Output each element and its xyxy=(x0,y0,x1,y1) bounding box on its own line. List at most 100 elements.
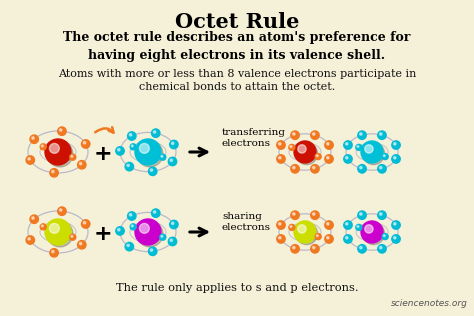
Circle shape xyxy=(161,235,163,237)
Circle shape xyxy=(358,211,366,219)
Circle shape xyxy=(125,242,134,251)
Circle shape xyxy=(116,147,124,155)
Circle shape xyxy=(154,211,156,213)
Circle shape xyxy=(32,137,34,139)
Circle shape xyxy=(378,245,386,253)
Circle shape xyxy=(125,162,134,171)
Circle shape xyxy=(291,211,299,219)
Circle shape xyxy=(58,207,66,216)
Circle shape xyxy=(170,140,178,149)
Text: Octet Rule: Octet Rule xyxy=(175,12,299,32)
Circle shape xyxy=(127,164,129,167)
Circle shape xyxy=(344,155,352,163)
Circle shape xyxy=(150,169,153,171)
Circle shape xyxy=(40,144,46,150)
Circle shape xyxy=(26,236,35,244)
Circle shape xyxy=(356,224,362,230)
Circle shape xyxy=(382,154,388,160)
Circle shape xyxy=(150,249,153,251)
Circle shape xyxy=(279,223,281,225)
Circle shape xyxy=(312,133,315,135)
Circle shape xyxy=(292,213,295,215)
Circle shape xyxy=(356,144,362,150)
Circle shape xyxy=(315,154,321,160)
Circle shape xyxy=(45,219,71,245)
Circle shape xyxy=(316,235,318,237)
Circle shape xyxy=(118,228,120,231)
Circle shape xyxy=(135,139,161,165)
Circle shape xyxy=(70,234,76,240)
Circle shape xyxy=(60,209,62,211)
Circle shape xyxy=(118,149,120,151)
Circle shape xyxy=(378,211,386,219)
Circle shape xyxy=(148,247,157,256)
Circle shape xyxy=(170,239,173,241)
Circle shape xyxy=(154,131,156,133)
Circle shape xyxy=(383,235,385,237)
Circle shape xyxy=(170,220,178,229)
Circle shape xyxy=(148,167,157,175)
Circle shape xyxy=(289,144,295,150)
Circle shape xyxy=(346,156,348,159)
Circle shape xyxy=(312,213,315,215)
Circle shape xyxy=(78,161,86,169)
Circle shape xyxy=(325,141,333,149)
Circle shape xyxy=(346,237,348,239)
Circle shape xyxy=(298,225,306,233)
Circle shape xyxy=(346,143,348,145)
Circle shape xyxy=(82,140,90,148)
Circle shape xyxy=(294,141,316,163)
Circle shape xyxy=(311,245,319,253)
Circle shape xyxy=(168,237,177,246)
Circle shape xyxy=(277,221,285,229)
Circle shape xyxy=(312,167,315,169)
Circle shape xyxy=(135,219,161,245)
Circle shape xyxy=(26,156,35,164)
Circle shape xyxy=(392,155,400,163)
Text: sciencenotes.org: sciencenotes.org xyxy=(391,299,468,308)
Circle shape xyxy=(168,157,177,166)
Circle shape xyxy=(360,133,362,135)
Text: +: + xyxy=(94,144,112,164)
Circle shape xyxy=(277,141,285,149)
Circle shape xyxy=(361,221,383,243)
Circle shape xyxy=(393,143,396,145)
Circle shape xyxy=(296,223,318,245)
Circle shape xyxy=(130,224,136,230)
Circle shape xyxy=(365,225,373,233)
Circle shape xyxy=(292,133,295,135)
Circle shape xyxy=(139,143,149,153)
Circle shape xyxy=(357,226,359,228)
Text: sharing
electrons: sharing electrons xyxy=(222,212,271,232)
Circle shape xyxy=(298,145,306,153)
Circle shape xyxy=(70,154,76,160)
Circle shape xyxy=(41,225,43,227)
Circle shape xyxy=(152,129,160,137)
Circle shape xyxy=(161,155,163,157)
Circle shape xyxy=(383,155,385,157)
Circle shape xyxy=(327,143,329,145)
Circle shape xyxy=(325,235,333,243)
Circle shape xyxy=(327,156,329,159)
Circle shape xyxy=(47,141,73,167)
Circle shape xyxy=(78,240,86,249)
Circle shape xyxy=(128,212,136,220)
Circle shape xyxy=(327,223,329,225)
Circle shape xyxy=(361,141,383,163)
Circle shape xyxy=(360,246,362,249)
Circle shape xyxy=(83,142,86,144)
Circle shape xyxy=(358,131,366,139)
Circle shape xyxy=(30,215,38,223)
Circle shape xyxy=(363,143,384,165)
Circle shape xyxy=(291,245,299,253)
Circle shape xyxy=(393,237,396,239)
Circle shape xyxy=(380,133,382,135)
Circle shape xyxy=(358,165,366,173)
Circle shape xyxy=(325,155,333,163)
Circle shape xyxy=(172,222,174,224)
Circle shape xyxy=(346,223,348,225)
Circle shape xyxy=(50,169,58,177)
Circle shape xyxy=(152,209,160,217)
Circle shape xyxy=(325,221,333,229)
Circle shape xyxy=(129,214,132,216)
